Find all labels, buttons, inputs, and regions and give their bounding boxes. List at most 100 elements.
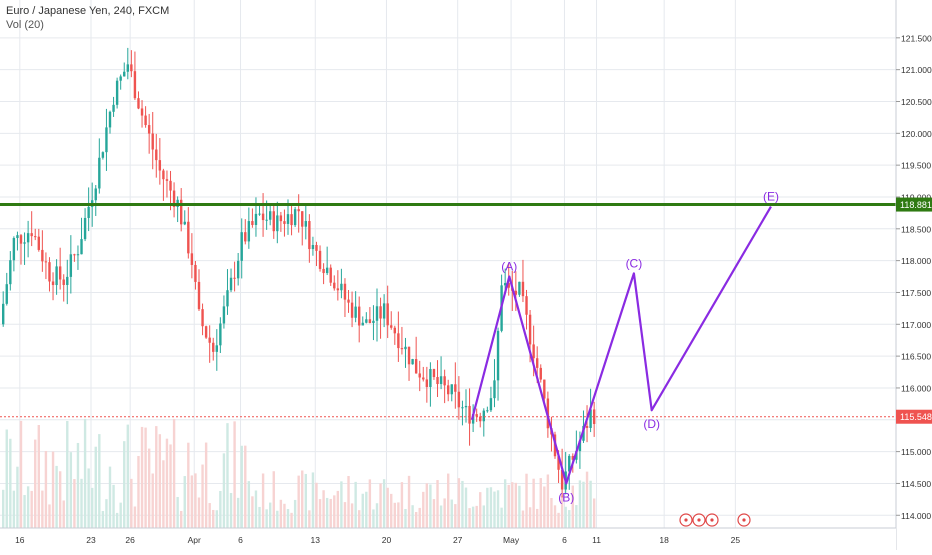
- candle-body: [454, 384, 457, 392]
- volume-bar: [44, 450, 48, 528]
- wave-drawing[interactable]: (A) (B) (C) (D) (E): [470, 190, 779, 505]
- candle-body: [98, 157, 101, 189]
- volume-bar: [80, 478, 83, 528]
- candle-body: [5, 284, 8, 304]
- candle-body: [315, 244, 318, 251]
- volume-bar: [397, 502, 400, 528]
- time-tick-label: 26: [125, 535, 135, 545]
- event-icon-dot: [742, 518, 746, 522]
- volume-bar: [461, 480, 464, 528]
- candle-body: [140, 108, 144, 116]
- event-icon-dot: [697, 518, 701, 522]
- volume-bar: [215, 510, 218, 528]
- volume-bar: [12, 490, 16, 528]
- candle-body: [390, 325, 393, 328]
- candle-body: [592, 409, 596, 425]
- volume-bar: [546, 474, 550, 528]
- candle-body: [525, 296, 528, 315]
- price-tick-label: 116.500: [901, 352, 931, 362]
- volume-bar: [585, 471, 589, 528]
- volume-bar: [372, 509, 375, 528]
- candle-body: [112, 104, 115, 112]
- event-icons[interactable]: [679, 513, 751, 527]
- candle-body: [429, 369, 432, 387]
- volume-bar: [539, 478, 542, 528]
- volume-bar: [194, 473, 197, 528]
- volume-bar: [571, 485, 574, 528]
- volume-bar: [429, 484, 432, 528]
- candle-body: [201, 309, 204, 327]
- candle-body: [190, 253, 194, 265]
- candle-body: [493, 380, 496, 399]
- wave-label: (A): [501, 260, 517, 274]
- candle-body: [503, 283, 507, 286]
- event-icon-dot: [710, 518, 714, 522]
- volume-bar: [158, 434, 162, 528]
- volume-bar: [115, 512, 119, 528]
- volume-bar: [140, 426, 144, 528]
- candle-body: [354, 306, 357, 318]
- volume-bar: [479, 492, 482, 528]
- candle-body: [578, 440, 582, 452]
- volume-bar: [180, 510, 183, 528]
- time-axis-background: [0, 528, 896, 550]
- volume-bar: [219, 490, 222, 528]
- volume-bar: [521, 510, 525, 528]
- volume-bar: [208, 503, 211, 528]
- candle-body: [251, 221, 254, 226]
- volume-bar: [55, 465, 58, 528]
- volume-bar: [382, 479, 386, 528]
- volume-bar: [532, 478, 535, 528]
- candle-body: [568, 455, 571, 472]
- candle-body: [222, 306, 226, 324]
- volume-bar: [236, 497, 240, 528]
- candle-body: [436, 377, 439, 385]
- price-tick-label: 117.000: [901, 320, 931, 330]
- volume-bar: [575, 505, 578, 528]
- volume-bar: [525, 473, 528, 528]
- candle-body: [397, 333, 400, 349]
- candle-body: [293, 209, 297, 226]
- volume-bar: [379, 483, 382, 528]
- candle-body: [187, 221, 190, 254]
- candle-body: [393, 327, 396, 334]
- volume-bar: [425, 483, 429, 528]
- candle-body: [247, 221, 251, 242]
- volume-bar: [496, 490, 500, 528]
- candle-body: [372, 320, 375, 324]
- volume-bar: [204, 442, 208, 528]
- volume-bar: [48, 504, 51, 528]
- volume-bar: [87, 468, 90, 528]
- candle-body: [468, 405, 471, 424]
- candle-body: [301, 211, 304, 227]
- volume-bar: [358, 510, 361, 528]
- candle-body: [229, 277, 233, 291]
- volume-bar: [240, 445, 243, 528]
- candle-body: [9, 260, 12, 285]
- volume-bar: [258, 506, 261, 528]
- volume-bar: [411, 505, 414, 528]
- candle-body: [400, 348, 404, 350]
- volume-bar: [390, 493, 393, 528]
- volume-bar: [386, 487, 389, 528]
- volume-bar: [329, 498, 332, 528]
- volume-bar: [347, 475, 350, 528]
- price-tick-label: 116.000: [901, 383, 931, 393]
- volume-bar: [233, 421, 236, 528]
- candle-body: [55, 266, 58, 286]
- wave-label: (B): [558, 490, 574, 504]
- volume-bar: [123, 441, 126, 528]
- candle-body: [318, 250, 322, 269]
- price-axis: 114.000114.500115.000115.500116.000116.5…: [895, 0, 932, 550]
- volume-bar: [41, 490, 44, 528]
- volume-bar: [414, 512, 418, 528]
- price-levels: [0, 203, 896, 418]
- volume-bar: [503, 479, 507, 528]
- volume-bar: [94, 446, 97, 528]
- candle-body: [368, 319, 372, 324]
- volume-bar: [315, 482, 318, 528]
- candle-body: [279, 215, 283, 222]
- volume-bar: [2, 489, 5, 528]
